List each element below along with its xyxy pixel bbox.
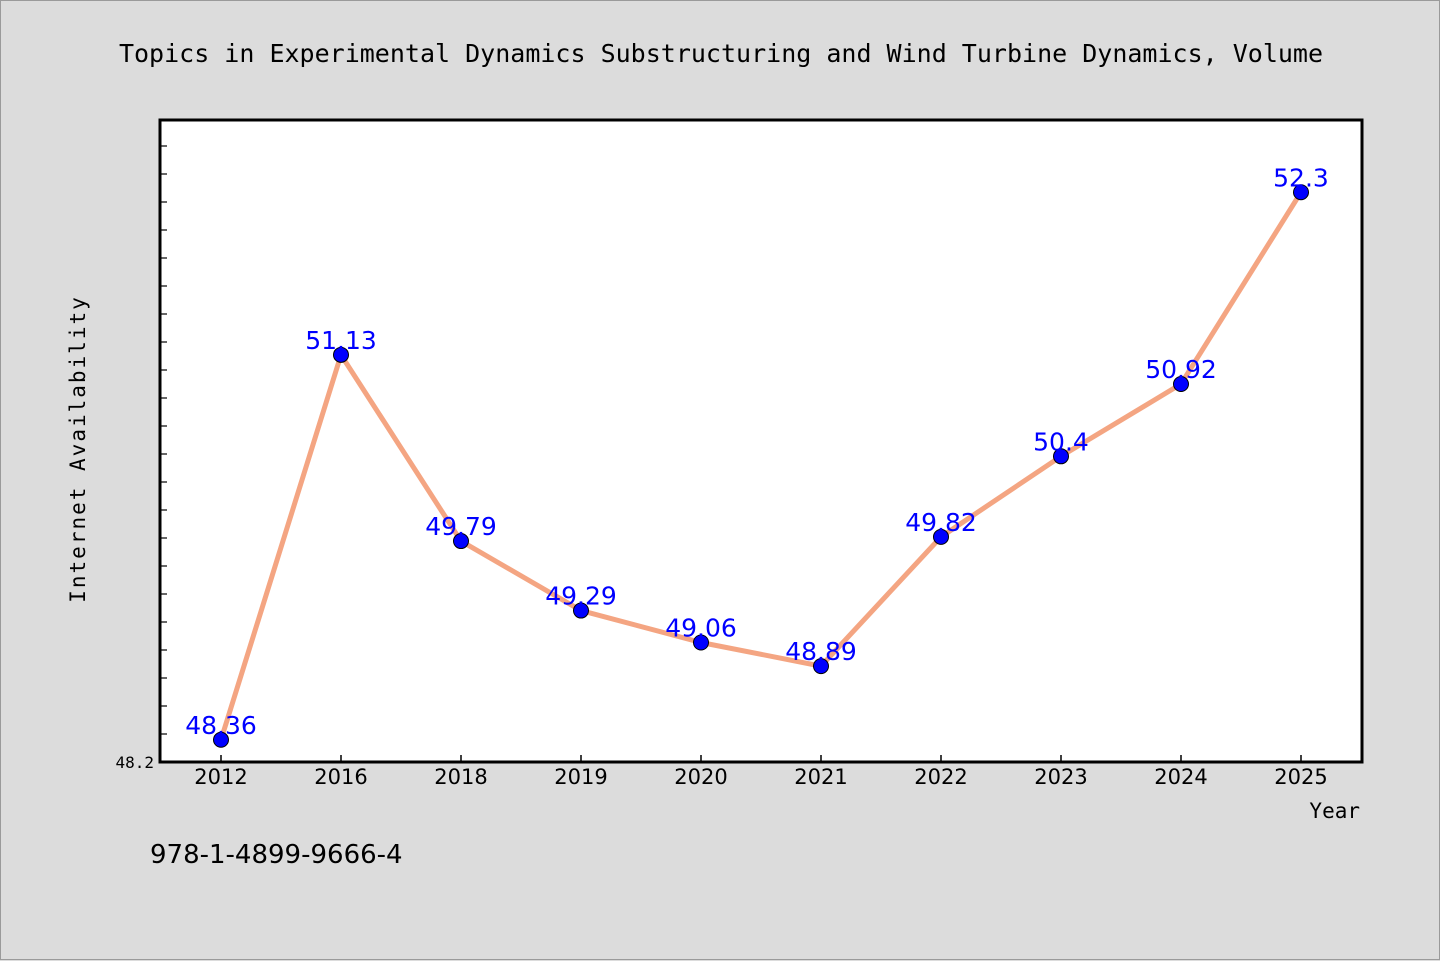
x-tick-label: 2024 — [1154, 765, 1207, 789]
data-point-marker — [1053, 448, 1069, 465]
x-tick-label: 2016 — [314, 765, 367, 789]
y-minor-ticks — [160, 145, 167, 735]
chart-title: Topics in Experimental Dynamics Substruc… — [119, 39, 1323, 68]
data-label: 51.13 — [305, 326, 377, 355]
x-tick-label: 2020 — [674, 765, 727, 789]
data-label: 49.82 — [905, 508, 977, 537]
data-label: 48.36 — [185, 711, 257, 740]
data-point-marker — [333, 346, 349, 363]
data-point-marker — [933, 528, 949, 545]
x-axis-tick-labels: 2012 2016 2018 2019 2020 2021 2022 2023 2024 2025 — [194, 765, 1327, 789]
data-point-marker — [573, 602, 589, 619]
y-axis-label: Internet Availability — [66, 295, 90, 603]
series-line-group — [218, 189, 1304, 743]
x-axis-label: Year — [1309, 799, 1360, 823]
y-axis-tick-labels: 48.2 — [115, 753, 154, 772]
series-line — [218, 189, 1304, 743]
data-point-marker — [453, 533, 469, 550]
data-markers — [213, 184, 1309, 748]
y-tick-label: 48.2 — [115, 753, 154, 772]
data-label: 49.06 — [665, 613, 737, 642]
data-point-marker — [1293, 184, 1309, 201]
x-tick-label: 2023 — [1034, 765, 1087, 789]
data-label: 48.89 — [785, 637, 857, 666]
data-label: 50.92 — [1145, 355, 1217, 384]
x-tick-label: 2025 — [1274, 765, 1327, 789]
x-tick-label: 2018 — [434, 765, 487, 789]
data-label: 49.29 — [545, 582, 617, 611]
data-label: 50.4 — [1033, 427, 1089, 456]
data-label: 49.79 — [425, 512, 497, 541]
x-tick-label: 2022 — [914, 765, 967, 789]
data-point-marker — [213, 731, 229, 748]
data-labels: 48.36 51.13 49.79 49.29 49.06 48.89 49.82 50.4 5… — [185, 163, 1329, 740]
data-point-marker — [813, 658, 829, 675]
plot-area — [158, 118, 1364, 764]
x-tick-label: 2019 — [554, 765, 607, 789]
data-point-marker — [1173, 376, 1189, 393]
data-label: 52.3 — [1273, 163, 1329, 192]
data-point-marker — [693, 634, 709, 651]
x-tick-label: 2012 — [194, 765, 247, 789]
isbn-text: 978-1-4899-9666-4 — [150, 840, 403, 870]
x-tick-label: 2021 — [794, 765, 847, 789]
x-axis-ticks — [220, 755, 1302, 762]
